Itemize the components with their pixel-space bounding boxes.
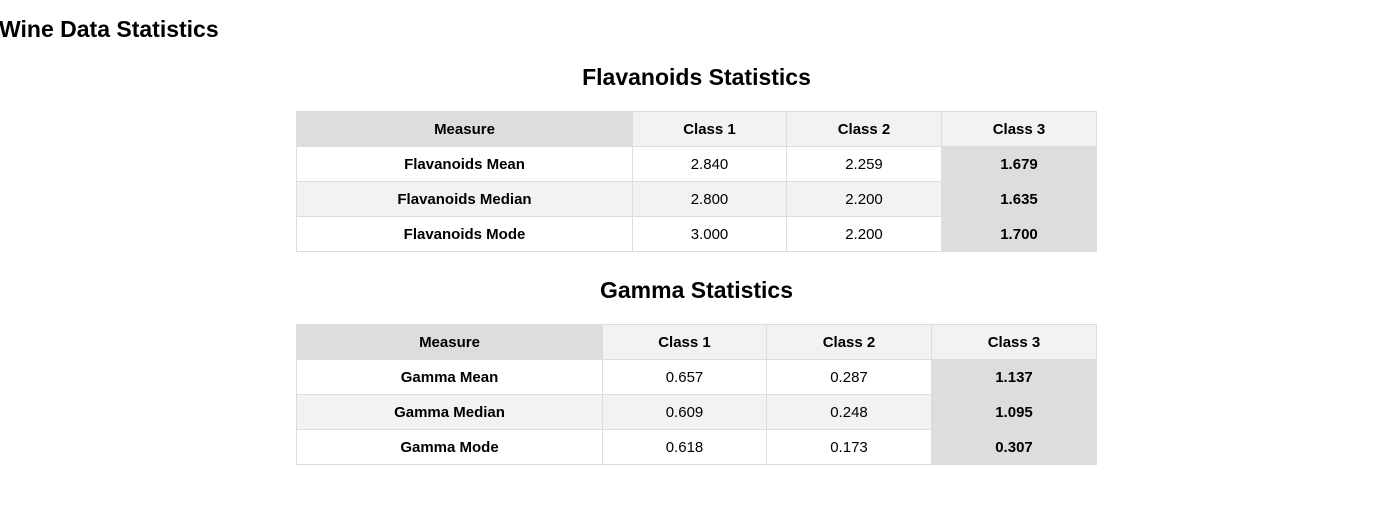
column-header-measure: Measure — [296, 111, 633, 147]
column-header-measure: Measure — [296, 324, 603, 360]
column-header-class-3: Class 3 — [931, 324, 1097, 360]
class-2-cell: 2.200 — [786, 216, 942, 252]
class-1-cell: 2.840 — [632, 146, 787, 182]
class-3-cell: 1.137 — [931, 359, 1097, 395]
table-header-row: Measure Class 1 Class 2 Class 3 — [296, 111, 1097, 147]
class-1-cell: 0.618 — [602, 429, 767, 465]
column-header-class-1: Class 1 — [602, 324, 767, 360]
class-3-cell: 1.679 — [941, 146, 1097, 182]
class-3-cell: 1.095 — [931, 394, 1097, 430]
table-row: Gamma Mean 0.657 0.287 1.137 — [296, 359, 1097, 395]
table-row: Flavanoids Mean 2.840 2.259 1.679 — [296, 146, 1097, 182]
column-header-class-1: Class 1 — [632, 111, 787, 147]
measure-cell: Flavanoids Median — [296, 181, 633, 217]
class-2-cell: 0.248 — [766, 394, 932, 430]
table-row: Flavanoids Median 2.800 2.200 1.635 — [296, 181, 1097, 217]
measure-cell: Gamma Median — [296, 394, 603, 430]
table-row: Gamma Median 0.609 0.248 1.095 — [296, 394, 1097, 430]
table-row: Gamma Mode 0.618 0.173 0.307 — [296, 429, 1097, 465]
column-header-class-2: Class 2 — [786, 111, 942, 147]
class-1-cell: 3.000 — [632, 216, 787, 252]
gamma-stats-table: Measure Class 1 Class 2 Class 3 Gamma Me… — [296, 324, 1097, 465]
column-header-class-2: Class 2 — [766, 324, 932, 360]
class-2-cell: 0.173 — [766, 429, 932, 465]
gamma-section-title: Gamma Statistics — [599, 277, 794, 303]
table-row: Flavanoids Mode 3.000 2.200 1.700 — [296, 216, 1097, 252]
column-header-class-3: Class 3 — [941, 111, 1097, 147]
measure-cell: Gamma Mode — [296, 429, 603, 465]
class-2-cell: 2.259 — [786, 146, 942, 182]
class-2-cell: 0.287 — [766, 359, 932, 395]
page-title: Wine Data Statistics — [0, 16, 219, 42]
class-3-cell: 1.700 — [941, 216, 1097, 252]
class-1-cell: 2.800 — [632, 181, 787, 217]
class-3-cell: 1.635 — [941, 181, 1097, 217]
measure-cell: Gamma Mean — [296, 359, 603, 395]
class-1-cell: 0.609 — [602, 394, 767, 430]
class-2-cell: 2.200 — [786, 181, 942, 217]
measure-cell: Flavanoids Mode — [296, 216, 633, 252]
table-header-row: Measure Class 1 Class 2 Class 3 — [296, 324, 1097, 360]
measure-cell: Flavanoids Mean — [296, 146, 633, 182]
flavanoids-stats-table: Measure Class 1 Class 2 Class 3 Flavanoi… — [296, 111, 1097, 252]
class-1-cell: 0.657 — [602, 359, 767, 395]
flavanoids-section-title: Flavanoids Statistics — [582, 64, 811, 90]
class-3-cell: 0.307 — [931, 429, 1097, 465]
